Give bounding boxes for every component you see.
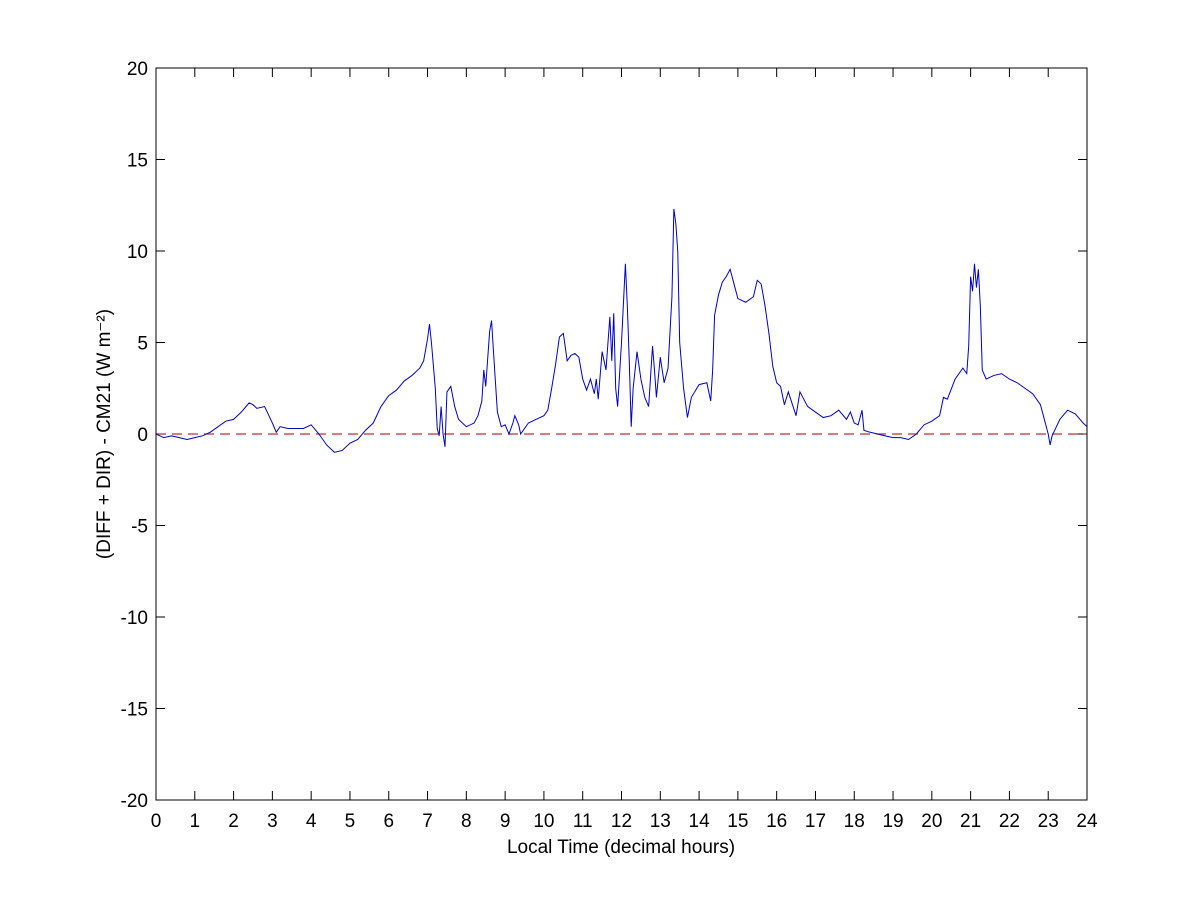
x-tick-label: 12	[611, 811, 632, 832]
x-tick-label: 16	[766, 811, 787, 832]
x-tick-label: 4	[306, 811, 317, 832]
x-axis-label: Local Time (decimal hours)	[507, 837, 735, 858]
x-tick-label: 15	[727, 811, 748, 832]
x-tick-label: 0	[151, 811, 162, 832]
y-axis-label: (DIFF + DIR) - CM21 (W m⁻²)	[94, 309, 115, 559]
x-tick-label: 17	[805, 811, 826, 832]
x-tick-label: 23	[1038, 811, 1059, 832]
y-tick-label: 20	[127, 59, 148, 80]
x-tick-label: 18	[844, 811, 865, 832]
data-line	[155, 208, 1088, 453]
x-tick-label: 10	[533, 811, 554, 832]
x-tick-label: 22	[999, 811, 1020, 832]
x-tick-label: 2	[228, 811, 239, 832]
y-tick-label: -15	[121, 700, 148, 721]
y-tick-label: 10	[127, 242, 148, 263]
x-tick-label: 21	[960, 811, 981, 832]
x-tick-label: 1	[190, 811, 201, 832]
x-tick-label: 11	[573, 811, 593, 832]
x-tick-label: 19	[882, 811, 903, 832]
y-tick-label: 15	[127, 151, 148, 172]
x-tick-label: 6	[383, 811, 394, 832]
x-tick-label: 9	[500, 811, 511, 832]
x-tick-label: 8	[461, 811, 472, 832]
x-tick-label: 13	[650, 811, 671, 832]
x-tick-label: 20	[921, 811, 942, 832]
y-tick-label: 5	[137, 334, 148, 355]
x-tick-label: 14	[689, 811, 711, 832]
x-tick-label: 7	[422, 811, 433, 832]
x-tick-label: 5	[345, 811, 356, 832]
x-tick-label: 3	[267, 811, 278, 832]
y-tick-label: -5	[131, 517, 148, 538]
plot-frame	[155, 67, 1088, 801]
y-tick-label: -10	[121, 608, 148, 629]
x-tick-label: 24	[1076, 811, 1098, 832]
y-tick-label: 0	[137, 425, 148, 446]
y-tick-label: -20	[121, 791, 148, 812]
